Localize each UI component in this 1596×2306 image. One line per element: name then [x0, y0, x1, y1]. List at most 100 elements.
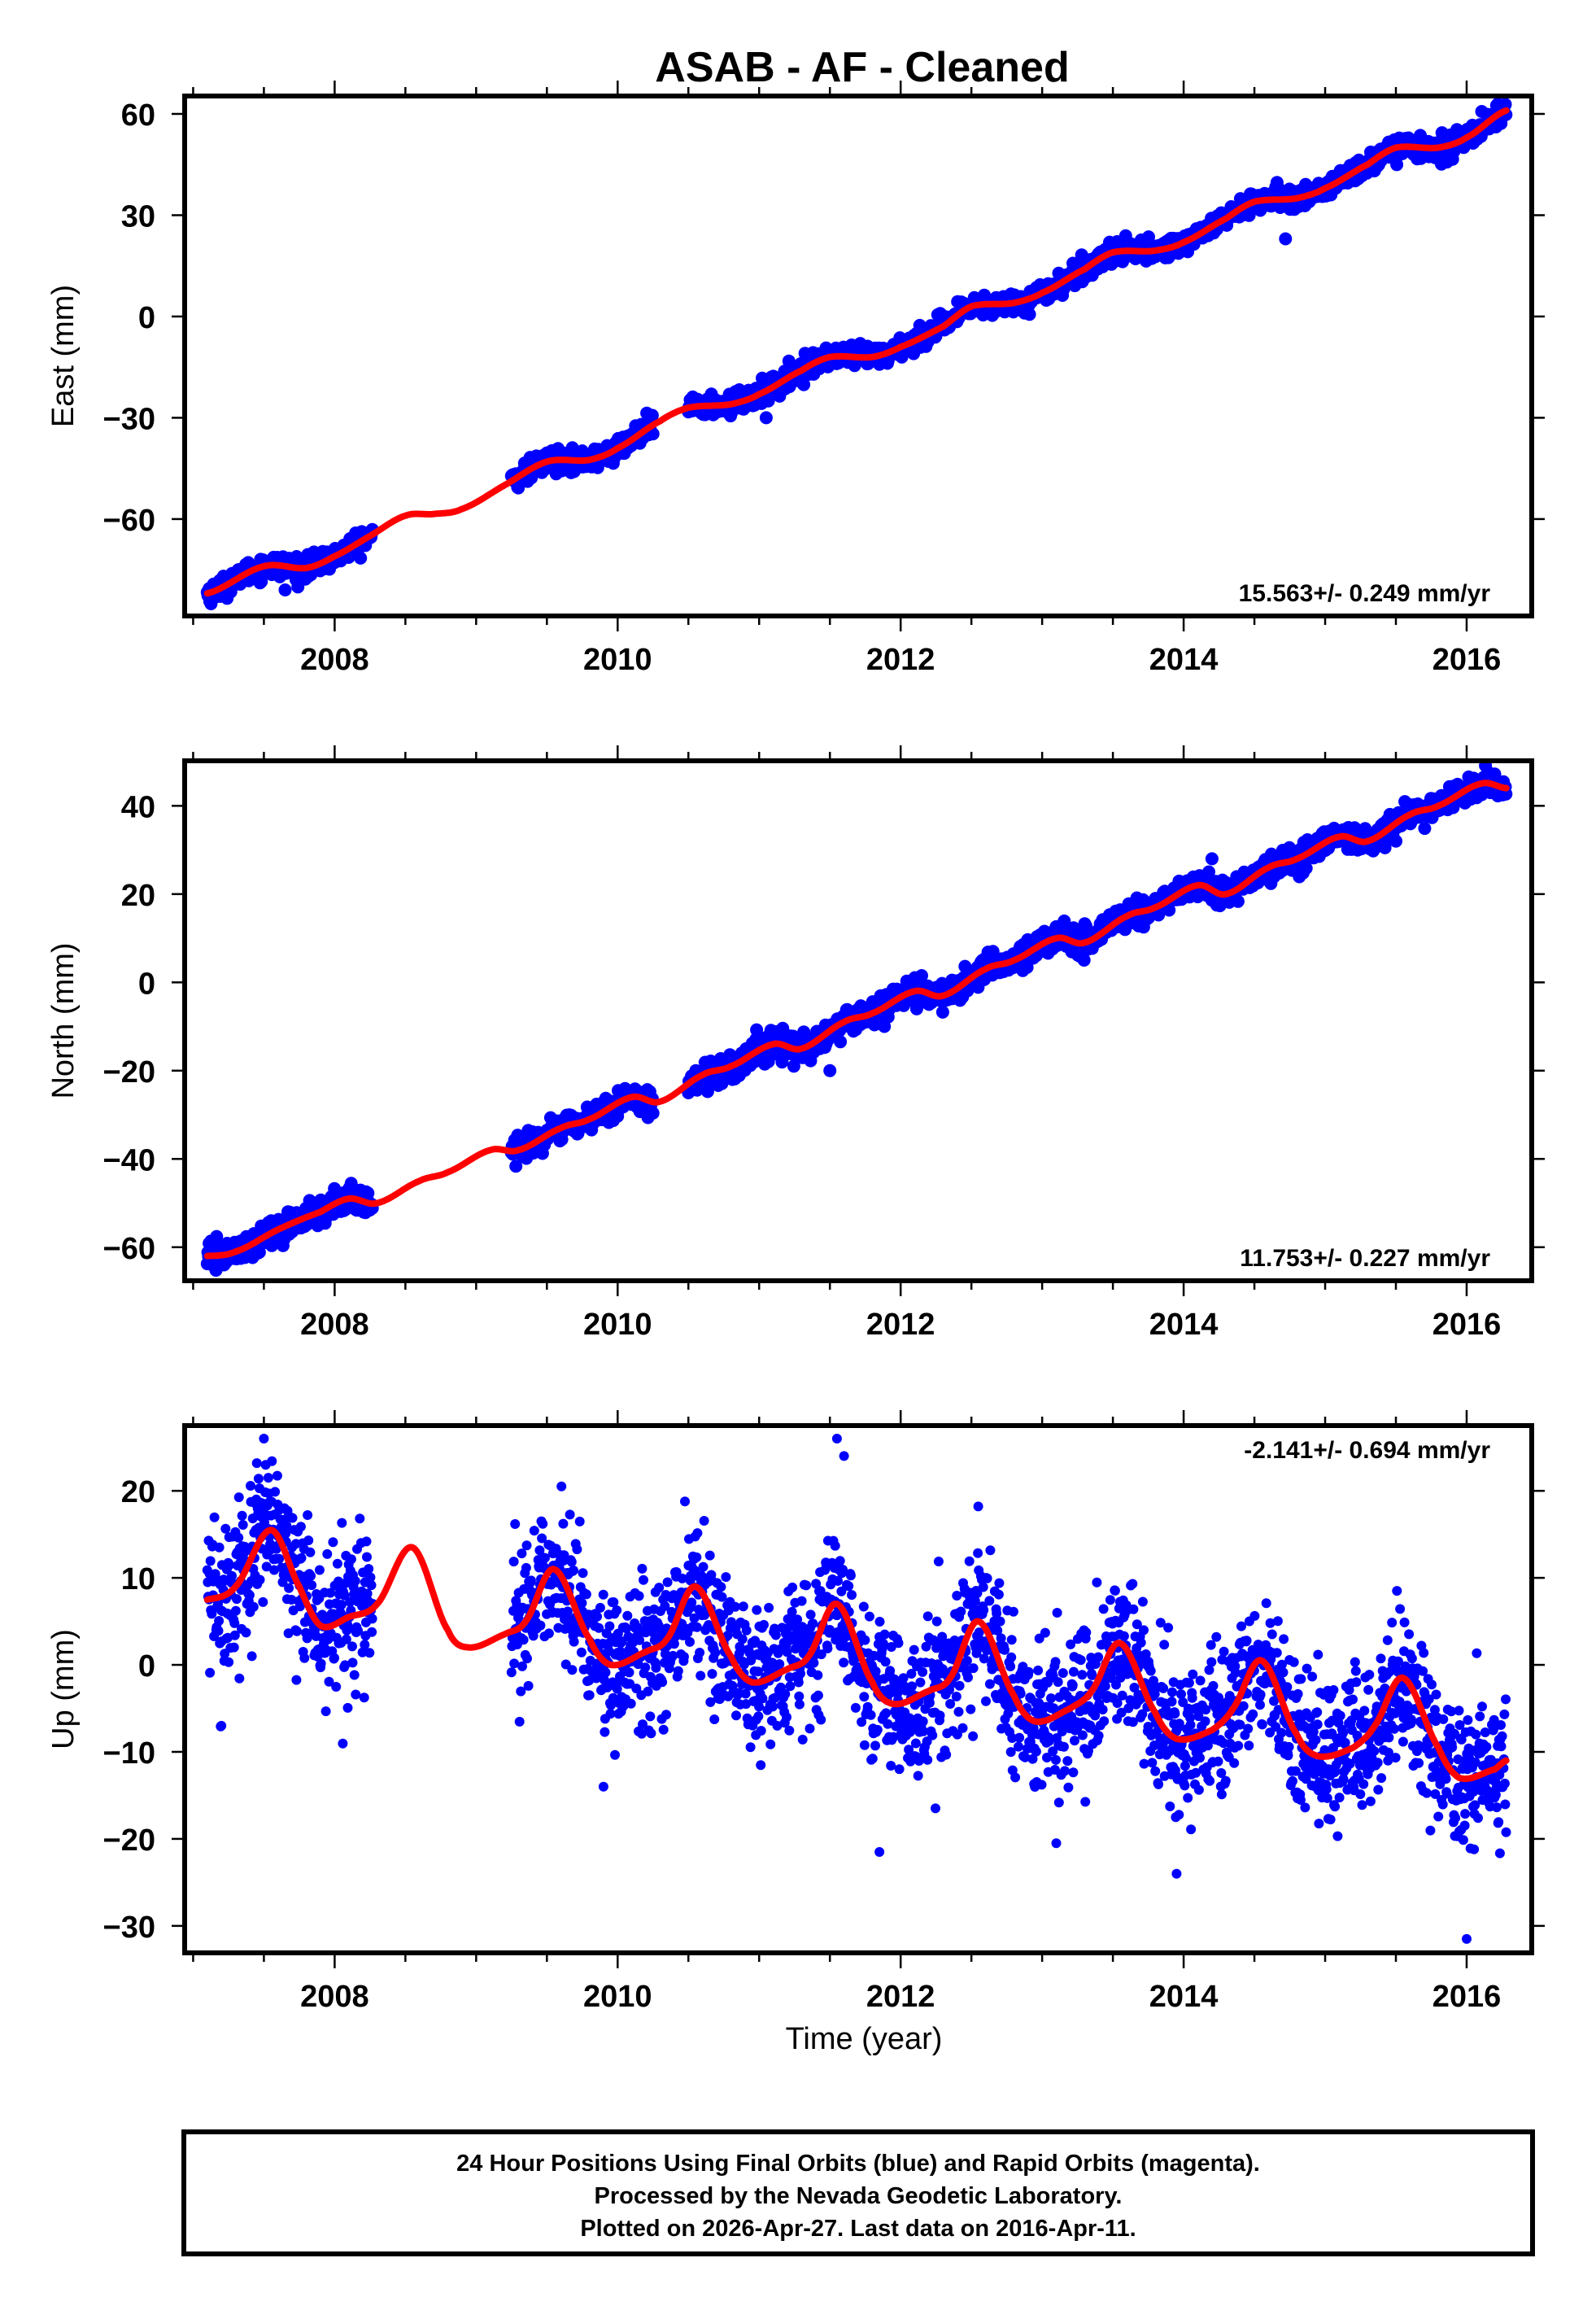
data-point [294, 1601, 305, 1612]
data-point [634, 1635, 645, 1645]
data-point [577, 1598, 587, 1609]
data-point [695, 1648, 705, 1657]
data-point [883, 1719, 893, 1729]
data-point [287, 1513, 298, 1523]
data-point [612, 1605, 622, 1615]
data-point [756, 1726, 766, 1736]
data-point [291, 1675, 302, 1685]
x-tick-label: 2016 [1432, 643, 1502, 677]
data-point [508, 1557, 519, 1567]
data-point [339, 1590, 350, 1601]
data-point [645, 1711, 656, 1722]
data-point [244, 1590, 255, 1601]
data-point [677, 1573, 687, 1583]
data-point [784, 1725, 795, 1736]
x-tick-label: 2008 [300, 1308, 369, 1342]
x-tick-label: 2010 [583, 1308, 652, 1342]
data-point [638, 1719, 648, 1730]
data-point [272, 1470, 282, 1481]
data-point [292, 1626, 302, 1636]
y-tick-label: −60 [103, 1232, 155, 1266]
data-point [346, 1554, 356, 1565]
model-curve [203, 780, 1510, 1260]
data-point [870, 1740, 880, 1751]
data-point [643, 1686, 653, 1697]
data-point [646, 1107, 660, 1120]
data-point [880, 1657, 891, 1667]
data-point [738, 1601, 748, 1612]
data-point [830, 1540, 840, 1551]
outlier-point [1279, 232, 1293, 246]
data-point [759, 1619, 769, 1630]
data-point [303, 1510, 313, 1520]
data-point [1242, 208, 1256, 222]
data-point [866, 1710, 876, 1720]
data-point [281, 1528, 291, 1539]
plot-frame [182, 94, 1534, 618]
data-point [337, 1518, 347, 1528]
data-point [731, 1710, 741, 1721]
data-point [669, 1639, 679, 1649]
data-point [646, 1728, 656, 1739]
data-point [229, 1630, 240, 1640]
y-axis-label: East (mm) [46, 285, 81, 427]
data-point [735, 1641, 745, 1652]
data-point [687, 1597, 697, 1608]
y-tick-label: 30 [121, 199, 155, 234]
data-point [207, 1609, 217, 1619]
data-point [521, 1540, 532, 1551]
plot-frame [182, 758, 1534, 1283]
data-point [710, 1648, 721, 1658]
data-point [538, 1518, 548, 1529]
data-point [794, 1691, 805, 1701]
data-point [680, 1496, 690, 1507]
x-tick-label: 2008 [300, 643, 369, 677]
data-point [325, 1588, 336, 1598]
data-point [608, 1597, 619, 1607]
data-point [721, 1572, 731, 1583]
x-tick-label: 2010 [583, 643, 652, 677]
data-point [780, 1688, 791, 1699]
data-point [857, 1717, 867, 1727]
data-point [787, 1059, 800, 1073]
data-point [237, 1510, 247, 1521]
data-point [569, 1566, 578, 1575]
data-point [599, 1675, 609, 1685]
data-points [200, 97, 1513, 610]
data-point [754, 1701, 764, 1712]
data-point [801, 1580, 812, 1591]
data-point [604, 1621, 615, 1631]
data-point [560, 1659, 571, 1670]
data-point [535, 1620, 546, 1631]
data-point [230, 1605, 241, 1616]
data-point [521, 1562, 531, 1573]
data-point [753, 1711, 764, 1722]
x-tick-label: 2012 [866, 1308, 935, 1342]
data-point [796, 1596, 807, 1606]
data-point [797, 1734, 808, 1745]
data-point [229, 1642, 239, 1653]
data-point [251, 1458, 262, 1469]
data-point [833, 1575, 843, 1586]
data-point [347, 1657, 358, 1668]
y-tick-label: 40 [121, 790, 155, 824]
data-point [740, 1688, 751, 1699]
data-point [835, 1556, 845, 1566]
data-point [324, 1676, 334, 1687]
data-point [566, 1557, 577, 1567]
data-points [202, 1434, 1511, 1944]
data-point [574, 1516, 585, 1526]
north-panel: 2008 2010 2012 2014 2016−60−40−2002040North … [46, 745, 1545, 1342]
data-point [782, 1712, 791, 1723]
data-point [1020, 960, 1034, 974]
data-point [787, 1582, 798, 1592]
data-point [214, 1616, 225, 1626]
data-point [263, 1473, 273, 1483]
outlier-point [278, 583, 292, 596]
data-point [219, 1574, 229, 1585]
data-point [233, 1532, 244, 1543]
data-point [600, 1667, 611, 1678]
y-tick-label: −40 [103, 1143, 155, 1177]
data-point [699, 1516, 709, 1526]
data-point [234, 1673, 245, 1684]
